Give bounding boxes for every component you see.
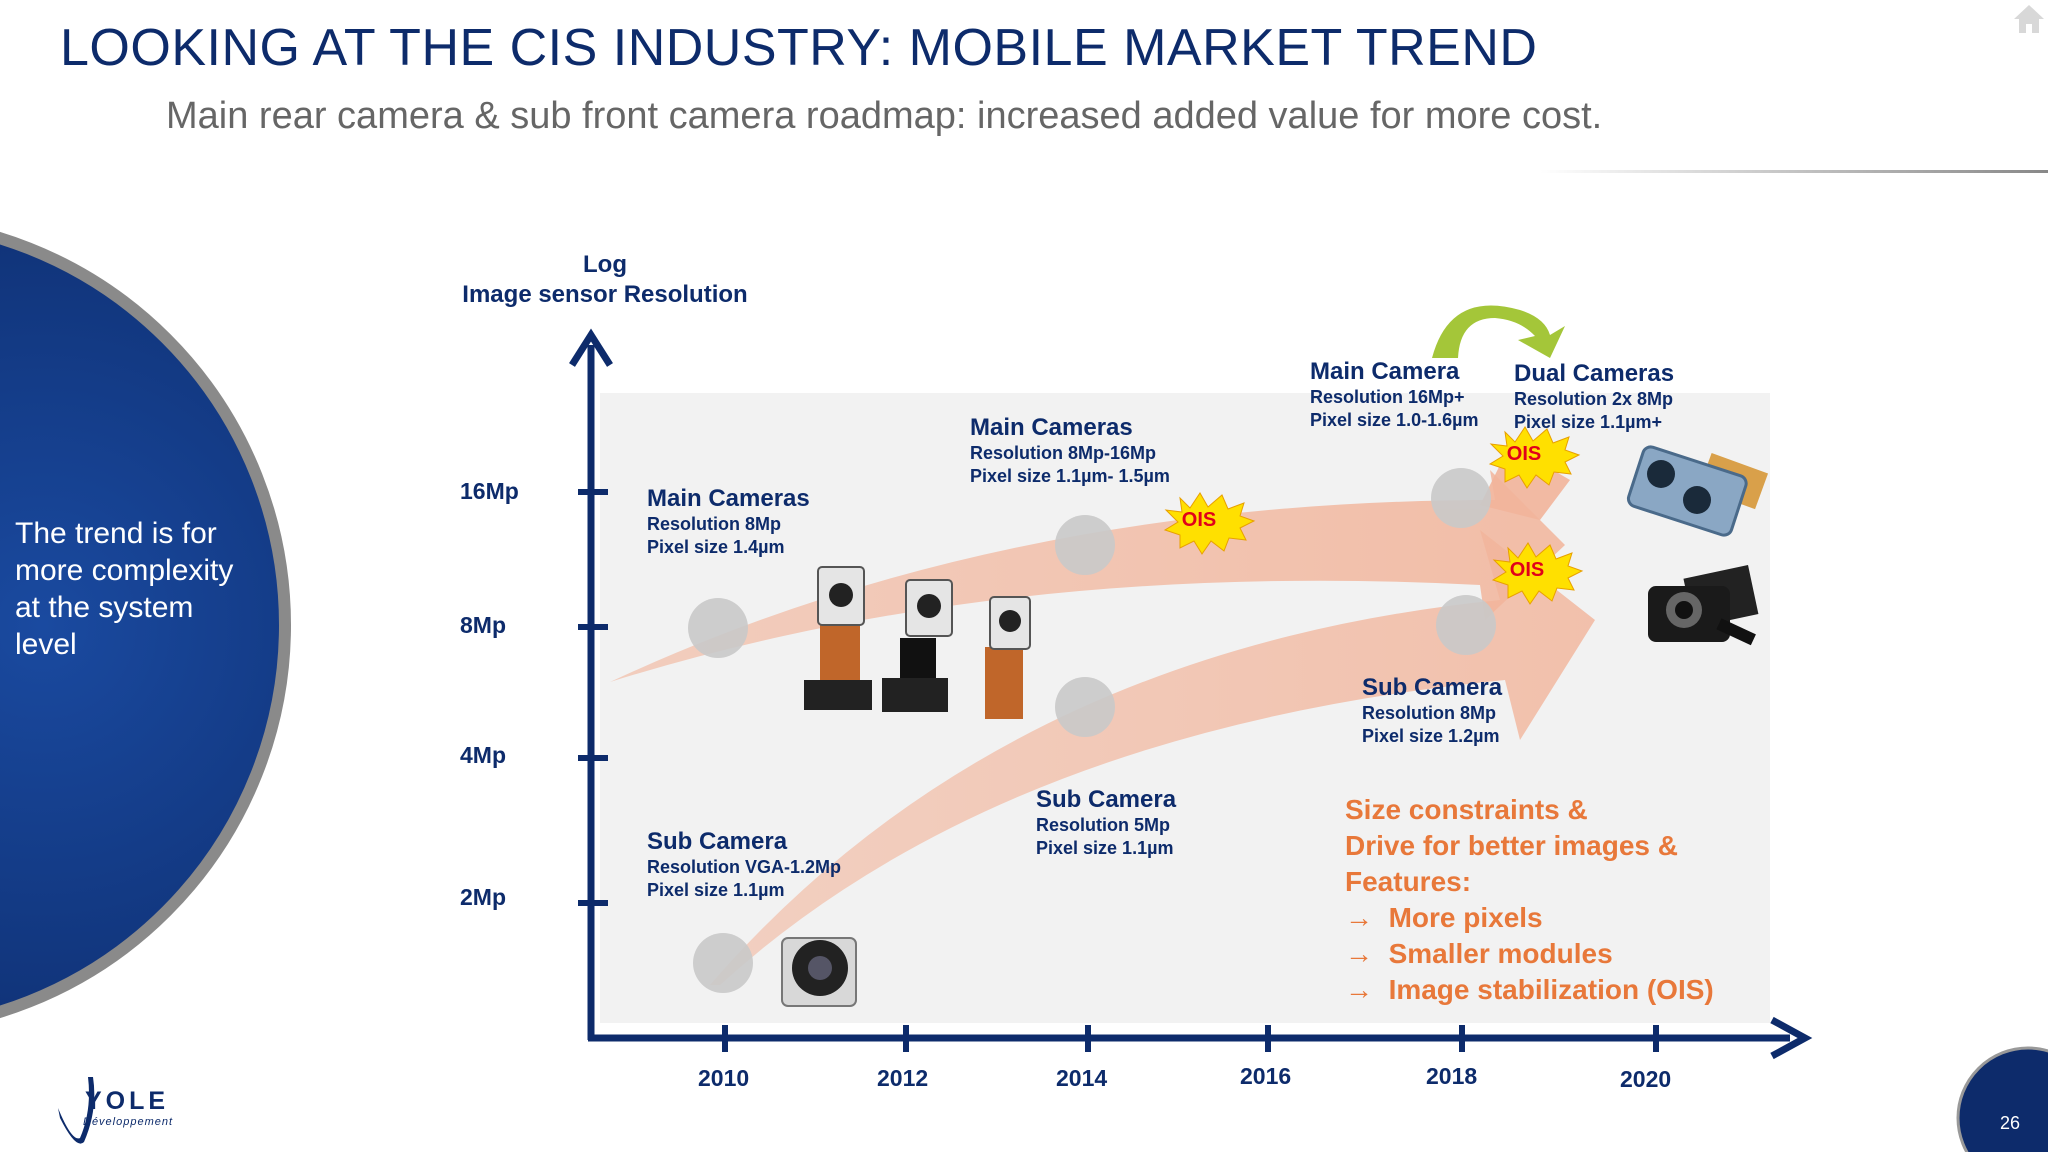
ois-starburst <box>1163 492 1256 555</box>
annotation-line: Resolution 8Mp <box>647 514 781 534</box>
annotation-sub-camera-2014: Sub Camera Resolution 5Mp Pixel size 1.1… <box>1036 786 1176 860</box>
header-divider <box>1540 170 2048 173</box>
annotation-heading: Sub Camera <box>1036 786 1177 813</box>
milestone-markers <box>688 468 1496 993</box>
x-tick-label: 2020 <box>1620 1066 1672 1092</box>
side-trend-text: The trend is for more complexity at the … <box>15 517 234 661</box>
ois-label: OIS <box>1181 509 1217 531</box>
dual-camera-module-image <box>1626 445 1769 537</box>
yole-logo-mark <box>58 1077 95 1144</box>
side-circle <box>0 232 291 1018</box>
y-axis-ticks <box>578 489 608 906</box>
x-axis-ticks <box>722 1025 1659 1052</box>
x-tick-label: 2016 <box>1240 1063 1292 1089</box>
ois-camera-module-image <box>1648 565 1759 646</box>
y-tick-label: 16Mp <box>460 478 519 504</box>
annotation-heading: Sub Camera <box>647 828 788 855</box>
annotation-line: Resolution 5Mp <box>1036 815 1170 835</box>
drivers-line: Drive for better images & <box>1345 830 1678 861</box>
arrow-icon: → <box>1345 974 1373 1005</box>
annotation-line: Resolution 8Mp-16Mp <box>970 443 1157 463</box>
camera-module-image <box>804 566 872 710</box>
annotation-line: Pixel size 1.4µm <box>647 537 785 557</box>
annotation-line: Pixel size 1.2µm <box>1362 726 1500 746</box>
ois-label: OIS <box>1509 559 1545 581</box>
annotation-line: Resolution 16Mp+ <box>1310 387 1465 407</box>
drivers-bullet: → Image stabilization (OIS) <box>1345 972 1714 1008</box>
annotation-line: Pixel size 1.1µm+ <box>1514 412 1662 432</box>
annotation-main-camera-2018: Main Camera Resolution 16Mp+ Pixel size … <box>1310 358 1478 432</box>
arrow-icon: → <box>1345 938 1373 969</box>
ois-starburst <box>1488 426 1581 489</box>
milestone-marker <box>1055 677 1115 737</box>
ois-label: OIS <box>1506 443 1542 465</box>
drivers-bullet-text: Image stabilization (OIS) <box>1388 974 1714 1005</box>
milestone-marker <box>688 598 748 658</box>
milestone-marker <box>693 933 753 993</box>
arrow-icon: → <box>1345 902 1373 933</box>
sub-camera-trend-arrow <box>710 530 1595 985</box>
annotation-heading: Main Cameras <box>970 414 1133 441</box>
y-tick-label: 2Mp <box>460 884 506 910</box>
annotation-heading: Dual Cameras <box>1514 360 1675 387</box>
drivers-block: Size constraints & Drive for better imag… <box>1345 792 1714 1008</box>
annotation-line: Pixel size 1.0-1.6µm <box>1310 410 1479 430</box>
annotation-line: Pixel size 1.1µm <box>1036 838 1174 858</box>
drivers-bullet: → More pixels <box>1345 900 1714 936</box>
y-tick-label: 8Mp <box>460 612 506 638</box>
ois-starburst <box>1491 542 1584 605</box>
milestone-marker <box>1436 595 1496 655</box>
annotation-dual-cameras-2020: Dual Cameras Resolution 2x 8Mp Pixel siz… <box>1514 360 1674 434</box>
y-axis-arrowhead <box>569 328 613 367</box>
annotation-sub-camera-2018: Sub Camera Resolution 8Mp Pixel size 1.2… <box>1362 674 1502 748</box>
drivers-line: Features: <box>1345 866 1472 897</box>
logo-tagline: Développement <box>83 1116 174 1128</box>
camera-module-image <box>882 579 953 712</box>
drivers-line: Size constraints & <box>1345 794 1588 825</box>
milestone-marker <box>1055 515 1115 575</box>
x-tick-label: 2012 <box>877 1065 929 1091</box>
x-axis-arrowhead <box>1770 1016 1813 1060</box>
annotation-sub-camera-2010: Sub Camera Resolution VGA-1.2Mp Pixel si… <box>647 828 841 902</box>
y-axis-title: Log Image sensor Resolution <box>460 250 750 310</box>
y-axis-title-text: Log Image sensor Resolution <box>462 251 748 308</box>
drivers-bullet-text: Smaller modules <box>1388 938 1613 969</box>
page-number-circle <box>1956 1046 2048 1152</box>
y-tick-label: 4Mp <box>460 742 506 768</box>
annotation-heading: Sub Camera <box>1362 674 1503 701</box>
annotation-line: Pixel size 1.1µm- 1.5µm <box>970 466 1170 486</box>
camera-module-image <box>985 596 1031 719</box>
annotation-line: Resolution 8Mp <box>1362 703 1496 723</box>
drivers-bullet-text: More pixels <box>1388 902 1543 933</box>
annotation-heading: Main Camera <box>1310 358 1460 385</box>
milestone-marker <box>1431 468 1491 528</box>
home-icon[interactable] <box>2012 2 2046 36</box>
annotation-main-cameras-2010: Main Cameras Resolution 8Mp Pixel size 1… <box>647 485 810 559</box>
green-curved-arrow <box>1432 305 1565 358</box>
annotation-line: Resolution VGA-1.2Mp <box>647 857 842 877</box>
annotation-main-cameras-2014: Main Cameras Resolution 8Mp-16Mp Pixel s… <box>970 414 1170 488</box>
page-subtitle: Main rear camera & sub front camera road… <box>166 95 1603 137</box>
x-tick-label: 2018 <box>1426 1063 1478 1089</box>
x-tick-label: 2014 <box>1056 1065 1108 1091</box>
annotation-line: Pixel size 1.1µm <box>647 880 785 900</box>
camera-module-image <box>781 937 857 1007</box>
annotation-heading: Main Cameras <box>647 485 810 512</box>
drivers-bullet: → Smaller modules <box>1345 936 1714 972</box>
annotation-line: Resolution 2x 8Mp <box>1514 389 1674 409</box>
main-camera-trend-arrow <box>610 470 1565 682</box>
x-tick-label: 2010 <box>698 1065 750 1091</box>
page-number: 26 <box>2000 1113 2021 1133</box>
page-title: LOOKING AT THE CIS INDUSTRY: MOBILE MARK… <box>60 19 1538 77</box>
logo-name: YOLE <box>85 1087 170 1115</box>
